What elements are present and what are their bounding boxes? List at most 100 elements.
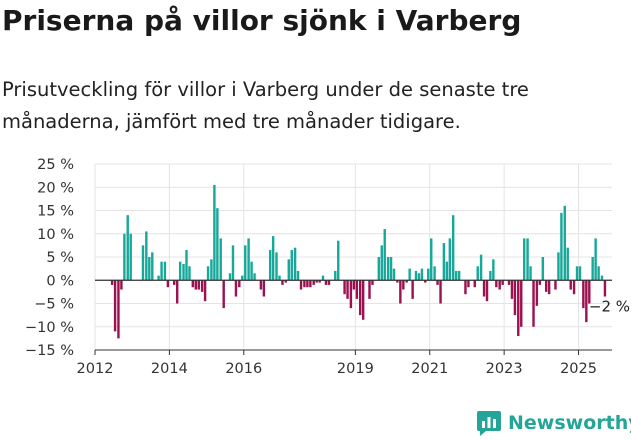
bar <box>238 280 241 288</box>
bar <box>178 261 182 281</box>
bar <box>145 231 148 281</box>
x-tick-label: 2025 <box>560 361 597 377</box>
bar <box>520 280 523 327</box>
bar <box>420 268 424 281</box>
bar <box>247 238 250 281</box>
y-tick-label: 10 % <box>37 227 74 243</box>
bar <box>303 280 306 288</box>
bar <box>485 280 489 302</box>
y-tick-label: −10 % <box>25 320 74 336</box>
bar <box>582 280 585 309</box>
bar <box>281 280 284 285</box>
y-tick-label: 20 % <box>37 180 74 196</box>
bar <box>563 205 566 281</box>
bar <box>566 247 569 281</box>
bar <box>216 208 219 281</box>
bar <box>467 280 470 288</box>
bar <box>244 245 247 281</box>
bar <box>166 280 170 288</box>
bar <box>141 245 145 281</box>
bar <box>117 280 120 339</box>
bar <box>473 280 476 288</box>
bar <box>448 238 452 281</box>
bar <box>523 238 526 281</box>
bar <box>113 280 117 332</box>
bar <box>234 280 238 297</box>
bar <box>275 252 278 281</box>
bar <box>358 280 362 316</box>
bar <box>219 238 222 281</box>
bar <box>507 280 511 285</box>
bar <box>259 280 263 290</box>
bar <box>588 280 591 304</box>
bar <box>572 280 576 295</box>
bar <box>411 280 414 299</box>
bar <box>228 273 232 281</box>
bar <box>436 280 439 285</box>
bar <box>327 280 331 285</box>
bar <box>495 280 498 288</box>
bar <box>337 240 340 281</box>
y-tick-label: 5 % <box>46 250 74 266</box>
bar <box>538 280 542 285</box>
bar <box>324 280 328 285</box>
bar <box>278 275 281 281</box>
bar <box>402 280 405 290</box>
bar <box>191 280 195 288</box>
chart-title: Priserna på villor sjönk i Varberg <box>2 4 522 37</box>
bar <box>346 280 349 299</box>
y-tick-label: 0 % <box>46 273 74 289</box>
bar-chart: 25 % 20 % 15 % 10 % 5 % 0 % −5 % −10 % −15 %2012… <box>25 157 630 377</box>
bar <box>210 259 213 281</box>
bar <box>510 280 514 299</box>
bar <box>603 280 607 297</box>
bar <box>526 238 529 281</box>
bar <box>321 275 325 281</box>
bar <box>386 257 390 281</box>
chart-subtitle: Prisutveckling för villor i Varberg unde… <box>2 78 529 133</box>
logo-text: Newsworthy <box>508 412 631 434</box>
bar <box>213 184 216 281</box>
bar <box>498 280 501 290</box>
bar <box>392 268 396 281</box>
bar <box>594 238 597 281</box>
logo-icon <box>477 411 501 436</box>
bar <box>148 257 151 281</box>
bar <box>318 280 321 283</box>
bar <box>482 280 486 297</box>
bar <box>451 215 455 281</box>
y-tick-label: 25 % <box>37 157 74 173</box>
bar <box>185 250 188 281</box>
last-value-annotation: −2 % <box>589 298 630 316</box>
bar <box>457 270 461 281</box>
bar <box>355 280 359 299</box>
bar <box>414 270 418 281</box>
bar <box>557 252 560 281</box>
bar <box>399 280 402 304</box>
bar <box>513 280 517 316</box>
bar <box>343 280 346 295</box>
bar <box>405 280 408 283</box>
bar <box>188 266 191 281</box>
grid-lines <box>94 163 612 351</box>
bar <box>489 270 492 281</box>
bar <box>157 275 160 281</box>
bar <box>306 280 309 288</box>
bar <box>200 280 204 292</box>
bar <box>424 280 427 283</box>
bar <box>253 273 256 281</box>
x-tick-label: 2014 <box>151 361 188 377</box>
bar <box>377 257 381 281</box>
bar <box>120 280 123 290</box>
bar <box>175 280 179 304</box>
bar <box>529 266 532 281</box>
bar <box>554 280 557 290</box>
bar <box>163 261 167 281</box>
bar <box>349 280 353 309</box>
bar <box>173 280 176 285</box>
bar <box>334 270 337 281</box>
bar <box>517 280 520 337</box>
bar <box>296 270 300 281</box>
bar <box>123 233 126 281</box>
bar <box>231 245 235 281</box>
